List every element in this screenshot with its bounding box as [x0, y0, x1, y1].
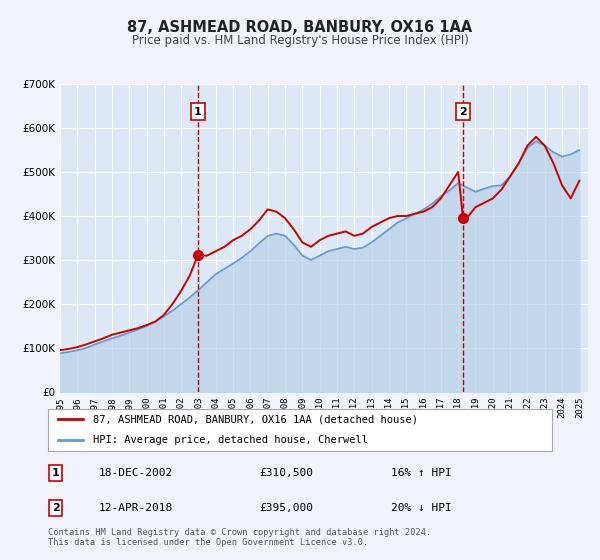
Text: 1: 1	[52, 468, 59, 478]
Text: 2: 2	[459, 107, 467, 116]
Text: 87, ASHMEAD ROAD, BANBURY, OX16 1AA: 87, ASHMEAD ROAD, BANBURY, OX16 1AA	[127, 20, 473, 35]
Text: Contains HM Land Registry data © Crown copyright and database right 2024.
This d: Contains HM Land Registry data © Crown c…	[48, 528, 431, 547]
Text: £310,500: £310,500	[260, 468, 314, 478]
Text: 2: 2	[52, 503, 59, 513]
Text: 1: 1	[194, 107, 202, 116]
Text: 87, ASHMEAD ROAD, BANBURY, OX16 1AA (detached house): 87, ASHMEAD ROAD, BANBURY, OX16 1AA (det…	[94, 414, 418, 424]
Text: 18-DEC-2002: 18-DEC-2002	[98, 468, 173, 478]
Text: HPI: Average price, detached house, Cherwell: HPI: Average price, detached house, Cher…	[94, 435, 368, 445]
Text: 20% ↓ HPI: 20% ↓ HPI	[391, 503, 451, 513]
Text: £395,000: £395,000	[260, 503, 314, 513]
Text: 16% ↑ HPI: 16% ↑ HPI	[391, 468, 451, 478]
Text: 12-APR-2018: 12-APR-2018	[98, 503, 173, 513]
Text: Price paid vs. HM Land Registry's House Price Index (HPI): Price paid vs. HM Land Registry's House …	[131, 34, 469, 46]
